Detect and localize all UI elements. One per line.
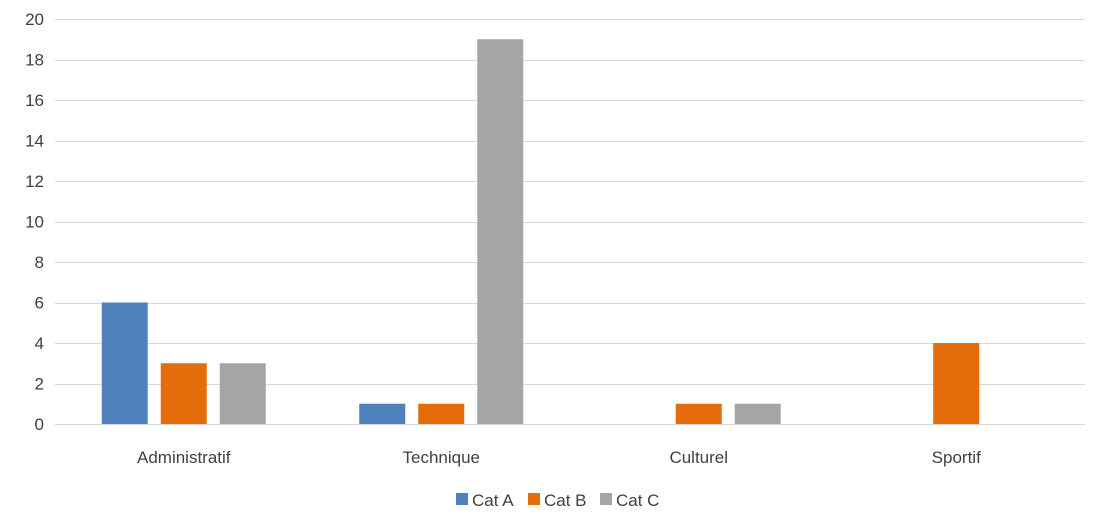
y-tick-label: 0 <box>35 415 44 434</box>
bar-cat-a-administratif <box>101 302 148 424</box>
y-tick-label: 8 <box>35 253 44 272</box>
y-axis-ticks: 0 2 4 6 8 10 12 14 16 18 20 <box>25 10 44 434</box>
y-tick-label: 2 <box>35 375 44 394</box>
y-tick-label: 14 <box>25 132 44 151</box>
legend: Cat A Cat B Cat C <box>456 491 659 510</box>
y-tick-label: 18 <box>25 51 44 70</box>
y-tick-label: 20 <box>25 10 44 29</box>
legend-label: Cat B <box>544 491 587 510</box>
legend-label: Cat A <box>472 491 514 510</box>
bar-cat-c-culturel <box>734 403 781 424</box>
bar-cat-b-sportif <box>933 343 980 424</box>
bars <box>101 39 980 424</box>
y-tick-label: 4 <box>35 334 44 353</box>
x-category-label: Technique <box>402 448 480 467</box>
legend-swatch <box>528 493 540 505</box>
x-category-label: Administratif <box>137 448 231 467</box>
y-tick-label: 6 <box>35 294 44 313</box>
bar-cat-b-culturel <box>675 403 722 424</box>
legend-item-cat-a: Cat A <box>456 491 514 510</box>
legend-item-cat-c: Cat C <box>600 491 659 510</box>
bar-cat-c-technique <box>477 39 524 424</box>
legend-label: Cat C <box>616 491 659 510</box>
gridlines <box>55 19 1085 385</box>
legend-item-cat-b: Cat B <box>528 491 587 510</box>
y-tick-label: 10 <box>25 213 44 232</box>
x-axis-categories: Administratif Technique Culturel Sportif <box>137 448 981 467</box>
x-category-label: Sportif <box>932 448 981 467</box>
bar-cat-b-administratif <box>160 363 207 424</box>
x-category-label: Culturel <box>669 448 728 467</box>
bar-cat-b-technique <box>418 403 465 424</box>
bar-cat-c-administratif <box>219 363 266 424</box>
y-tick-label: 12 <box>25 172 44 191</box>
legend-swatch <box>456 493 468 505</box>
y-tick-label: 16 <box>25 91 44 110</box>
legend-swatch <box>600 493 612 505</box>
bar-cat-a-technique <box>359 403 406 424</box>
